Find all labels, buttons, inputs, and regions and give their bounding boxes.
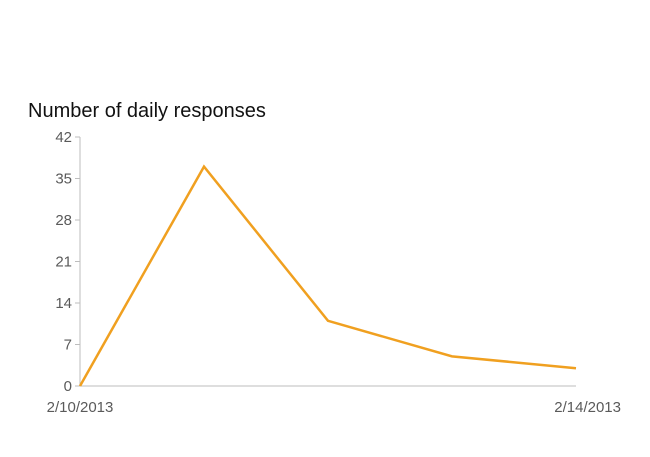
series-layer (78, 164, 577, 387)
y-axis: 0 7 14 21 28 35 42 (55, 129, 81, 395)
y-tick-label: 35 (55, 171, 72, 188)
x-tick-label: 2/10/2013 (47, 399, 114, 416)
x-axis: 2/10/2013 2/14/2013 (47, 385, 621, 416)
y-tick-label: 14 (55, 295, 72, 312)
y-tick-label: 0 (64, 378, 72, 395)
y-tick-label: 21 (55, 254, 72, 271)
series-line (78, 164, 577, 387)
y-tick-label: 7 (64, 337, 72, 354)
chart-title: Number of daily responses (28, 100, 266, 122)
y-tick-label: 42 (55, 129, 72, 146)
y-tick-label: 28 (55, 212, 72, 229)
x-tick-label: 2/14/2013 (554, 399, 621, 416)
